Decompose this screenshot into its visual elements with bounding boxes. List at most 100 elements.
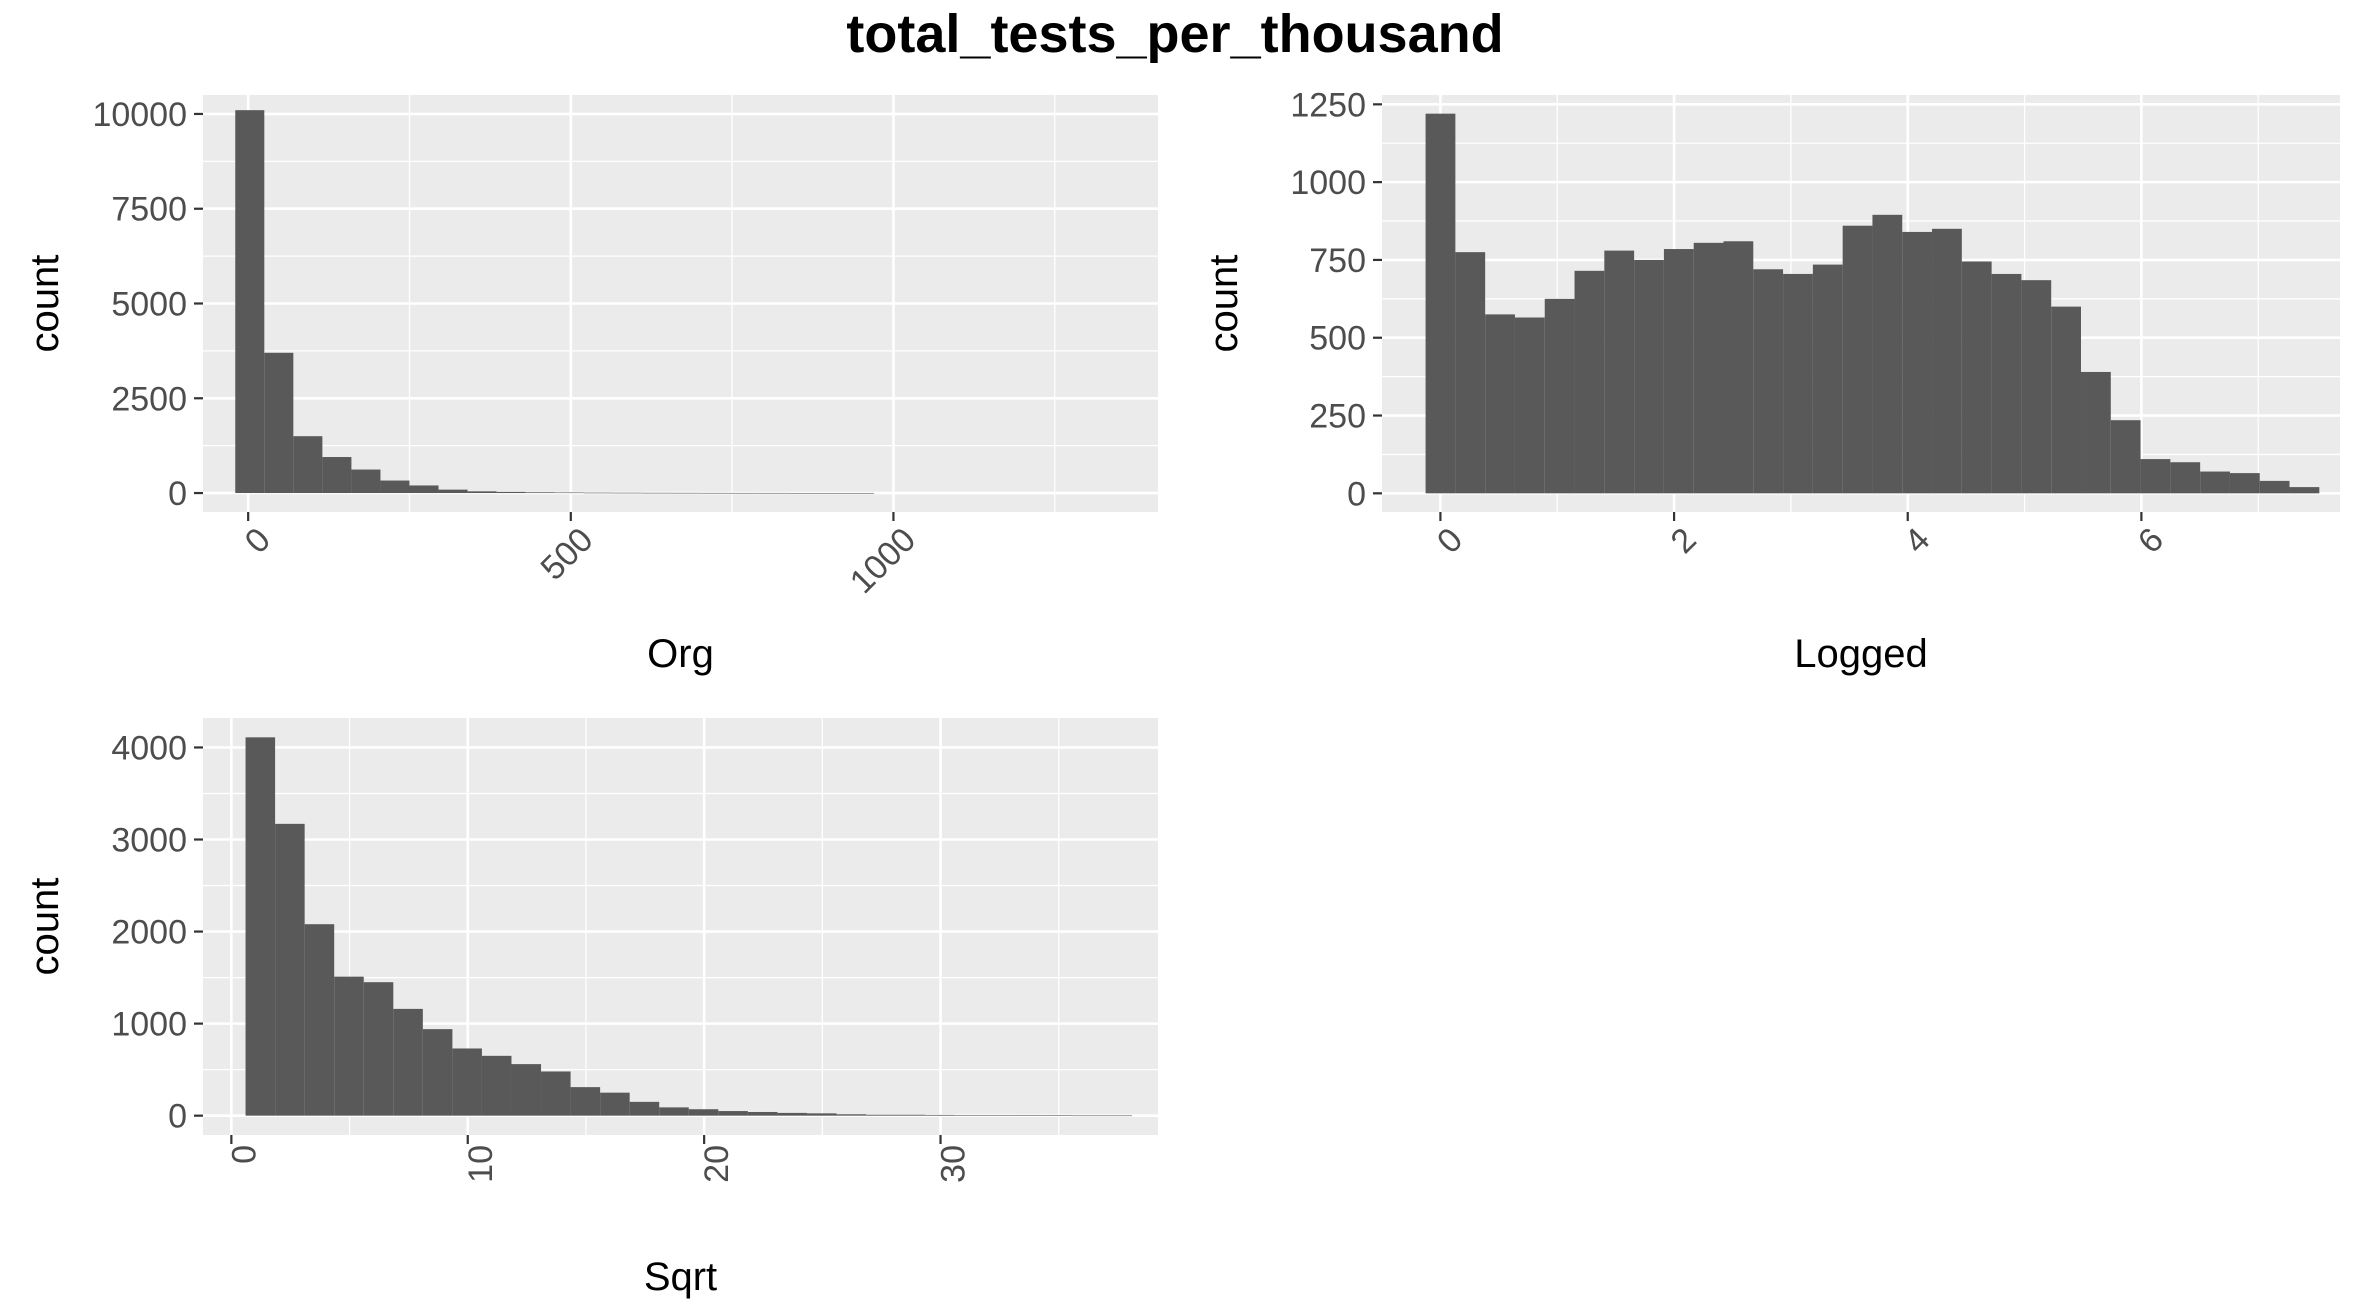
histogram-bar — [1455, 252, 1486, 494]
histogram-bar — [393, 1008, 423, 1116]
x-tick-label: 30 — [935, 1145, 973, 1183]
histogram-bar — [1604, 250, 1635, 494]
histogram-bar — [1425, 113, 1456, 494]
histogram-bar — [670, 492, 700, 494]
y-axis-title: count — [23, 878, 67, 976]
histogram-bar — [728, 492, 758, 494]
x-axis-title: Sqrt — [644, 1255, 717, 1299]
histogram-bar — [1102, 1115, 1132, 1117]
histogram-bar — [699, 492, 729, 494]
histogram-bar — [2229, 473, 2260, 494]
histogram-bar — [1723, 241, 1754, 494]
histogram-bar — [264, 352, 294, 494]
histogram-bar — [1932, 228, 1962, 494]
histogram-bar — [1663, 249, 1694, 494]
histogram-bar — [777, 1112, 807, 1116]
y-axis-title: count — [1202, 255, 1246, 353]
histogram-bar — [1043, 1115, 1073, 1116]
histogram-bar — [1485, 314, 1515, 494]
histogram-bar — [2110, 420, 2141, 494]
y-tick-label: 2000 — [111, 914, 187, 952]
histogram-bar — [245, 737, 276, 1116]
histogram-bar — [1634, 259, 1664, 494]
histogram-bar — [351, 469, 381, 494]
y-tick-label: 0 — [1347, 475, 1366, 513]
histogram-bar — [688, 1109, 719, 1116]
histogram-bar — [1902, 231, 1933, 494]
histogram-bar — [235, 110, 265, 494]
histogram-bar — [1991, 273, 2022, 494]
histogram-bar — [2200, 471, 2230, 494]
histogram-bar — [1842, 225, 1873, 494]
y-tick-label: 1000 — [111, 1006, 187, 1044]
histogram-bar — [511, 1064, 542, 1116]
histogram-bar — [304, 924, 335, 1116]
y-tick-label: 2500 — [111, 380, 187, 418]
histogram-bar — [1574, 270, 1605, 494]
histogram-bar — [322, 457, 352, 494]
histogram-bar — [747, 1111, 778, 1116]
histogram-bar — [334, 976, 364, 1116]
y-tick-label: 0 — [168, 475, 187, 513]
x-tick-label: 10 — [462, 1145, 500, 1183]
histogram-bar — [275, 823, 305, 1116]
histogram-bar — [452, 1048, 482, 1116]
histogram-bar — [629, 1101, 660, 1116]
x-tick-label: 20 — [698, 1145, 736, 1183]
histogram-bar — [1544, 298, 1575, 494]
histogram-bar — [641, 492, 671, 494]
histogram-bar — [786, 492, 817, 494]
y-tick-label: 3000 — [111, 822, 187, 860]
histogram-bar — [1013, 1115, 1044, 1116]
y-tick-label: 500 — [1309, 320, 1366, 358]
x-axis-title: Logged — [1794, 632, 1927, 676]
histogram-bar — [481, 1055, 512, 1116]
histogram-bar — [2080, 371, 2111, 494]
histogram-bar — [1514, 317, 1545, 494]
histogram-bar — [1872, 214, 1903, 494]
histogram-bar — [2170, 462, 2201, 494]
histogram-bar — [496, 491, 526, 494]
y-tick-label: 10000 — [92, 96, 187, 134]
histogram-bar — [570, 1087, 601, 1116]
histogram-bar — [438, 489, 468, 494]
histogram-bar — [583, 492, 613, 494]
histogram-bar — [600, 1092, 630, 1116]
y-tick-label: 1000 — [1290, 164, 1366, 202]
histogram-bar — [380, 480, 410, 494]
histogram-bar — [659, 1107, 689, 1116]
histogram-bar — [2051, 306, 2081, 494]
histogram-bar — [422, 1029, 453, 1116]
histogram-bar — [1812, 264, 1843, 494]
y-tick-label: 4000 — [111, 729, 187, 767]
histogram-bar — [816, 492, 846, 494]
histogram-bar — [954, 1115, 985, 1116]
histogram-bar — [2259, 480, 2290, 494]
y-tick-label: 250 — [1309, 398, 1366, 436]
histogram-bar — [467, 491, 497, 494]
histogram-bar — [554, 492, 584, 494]
histogram-bar — [2021, 280, 2052, 494]
histogram-bar — [293, 436, 323, 494]
x-axis-title: Org — [647, 632, 714, 676]
x-tick-label: 0 — [225, 1145, 263, 1164]
histogram-bar — [1753, 269, 1784, 494]
histogram-bar — [1783, 273, 1813, 494]
histogram-bar — [984, 1115, 1014, 1116]
y-tick-label: 5000 — [111, 286, 187, 324]
y-tick-label: 0 — [168, 1098, 187, 1136]
histogram-bar — [541, 1071, 571, 1116]
figure-title: total_tests_per_thousand — [846, 4, 1503, 64]
histogram-bar — [2140, 459, 2171, 494]
y-tick-label: 7500 — [111, 191, 187, 229]
histogram-bar — [525, 492, 555, 494]
histogram-bar — [866, 1114, 896, 1116]
y-tick-label: 750 — [1309, 242, 1366, 280]
histogram-bar — [925, 1114, 955, 1116]
histogram-bar — [2289, 487, 2320, 494]
histogram-bar — [895, 1114, 926, 1116]
y-tick-label: 1250 — [1290, 86, 1366, 124]
histogram-sqrt: 0 1000 2000 3000 4000 0 10 20 30 Sqrt count — [23, 718, 1158, 1299]
